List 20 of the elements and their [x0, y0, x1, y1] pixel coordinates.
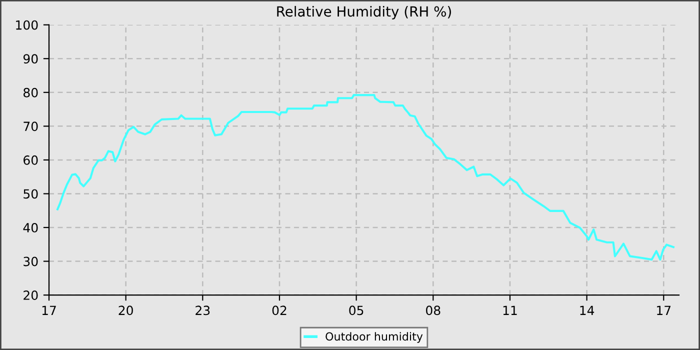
y-tick-label: 60 [24, 155, 38, 165]
chart-title: Relative Humidity (RH %) [277, 6, 451, 20]
x-tick-label: 17 [42, 306, 56, 315]
y-tick-label: 90 [23, 54, 38, 64]
legend-label: Outdoor humidity [326, 332, 423, 343]
y-tick-label: 20 [24, 290, 38, 300]
y-tick-label: 80 [24, 88, 38, 98]
y-tick-label: 100 [16, 20, 38, 30]
x-tick-label: 20 [118, 306, 133, 316]
y-tick-label: 50 [24, 189, 38, 199]
y-tick-label: 70 [24, 122, 38, 132]
x-tick-label: 05 [349, 306, 364, 316]
y-tick-label: 30 [24, 256, 38, 266]
x-tick-label: 02 [272, 306, 286, 316]
x-tick-label: 23 [196, 306, 210, 316]
x-tick-label: 14 [580, 306, 594, 315]
y-tick-label: 40 [23, 222, 38, 232]
x-tick-label: 08 [426, 306, 440, 316]
x-tick-label: 11 [503, 306, 517, 315]
x-tick-label: 17 [657, 306, 671, 315]
